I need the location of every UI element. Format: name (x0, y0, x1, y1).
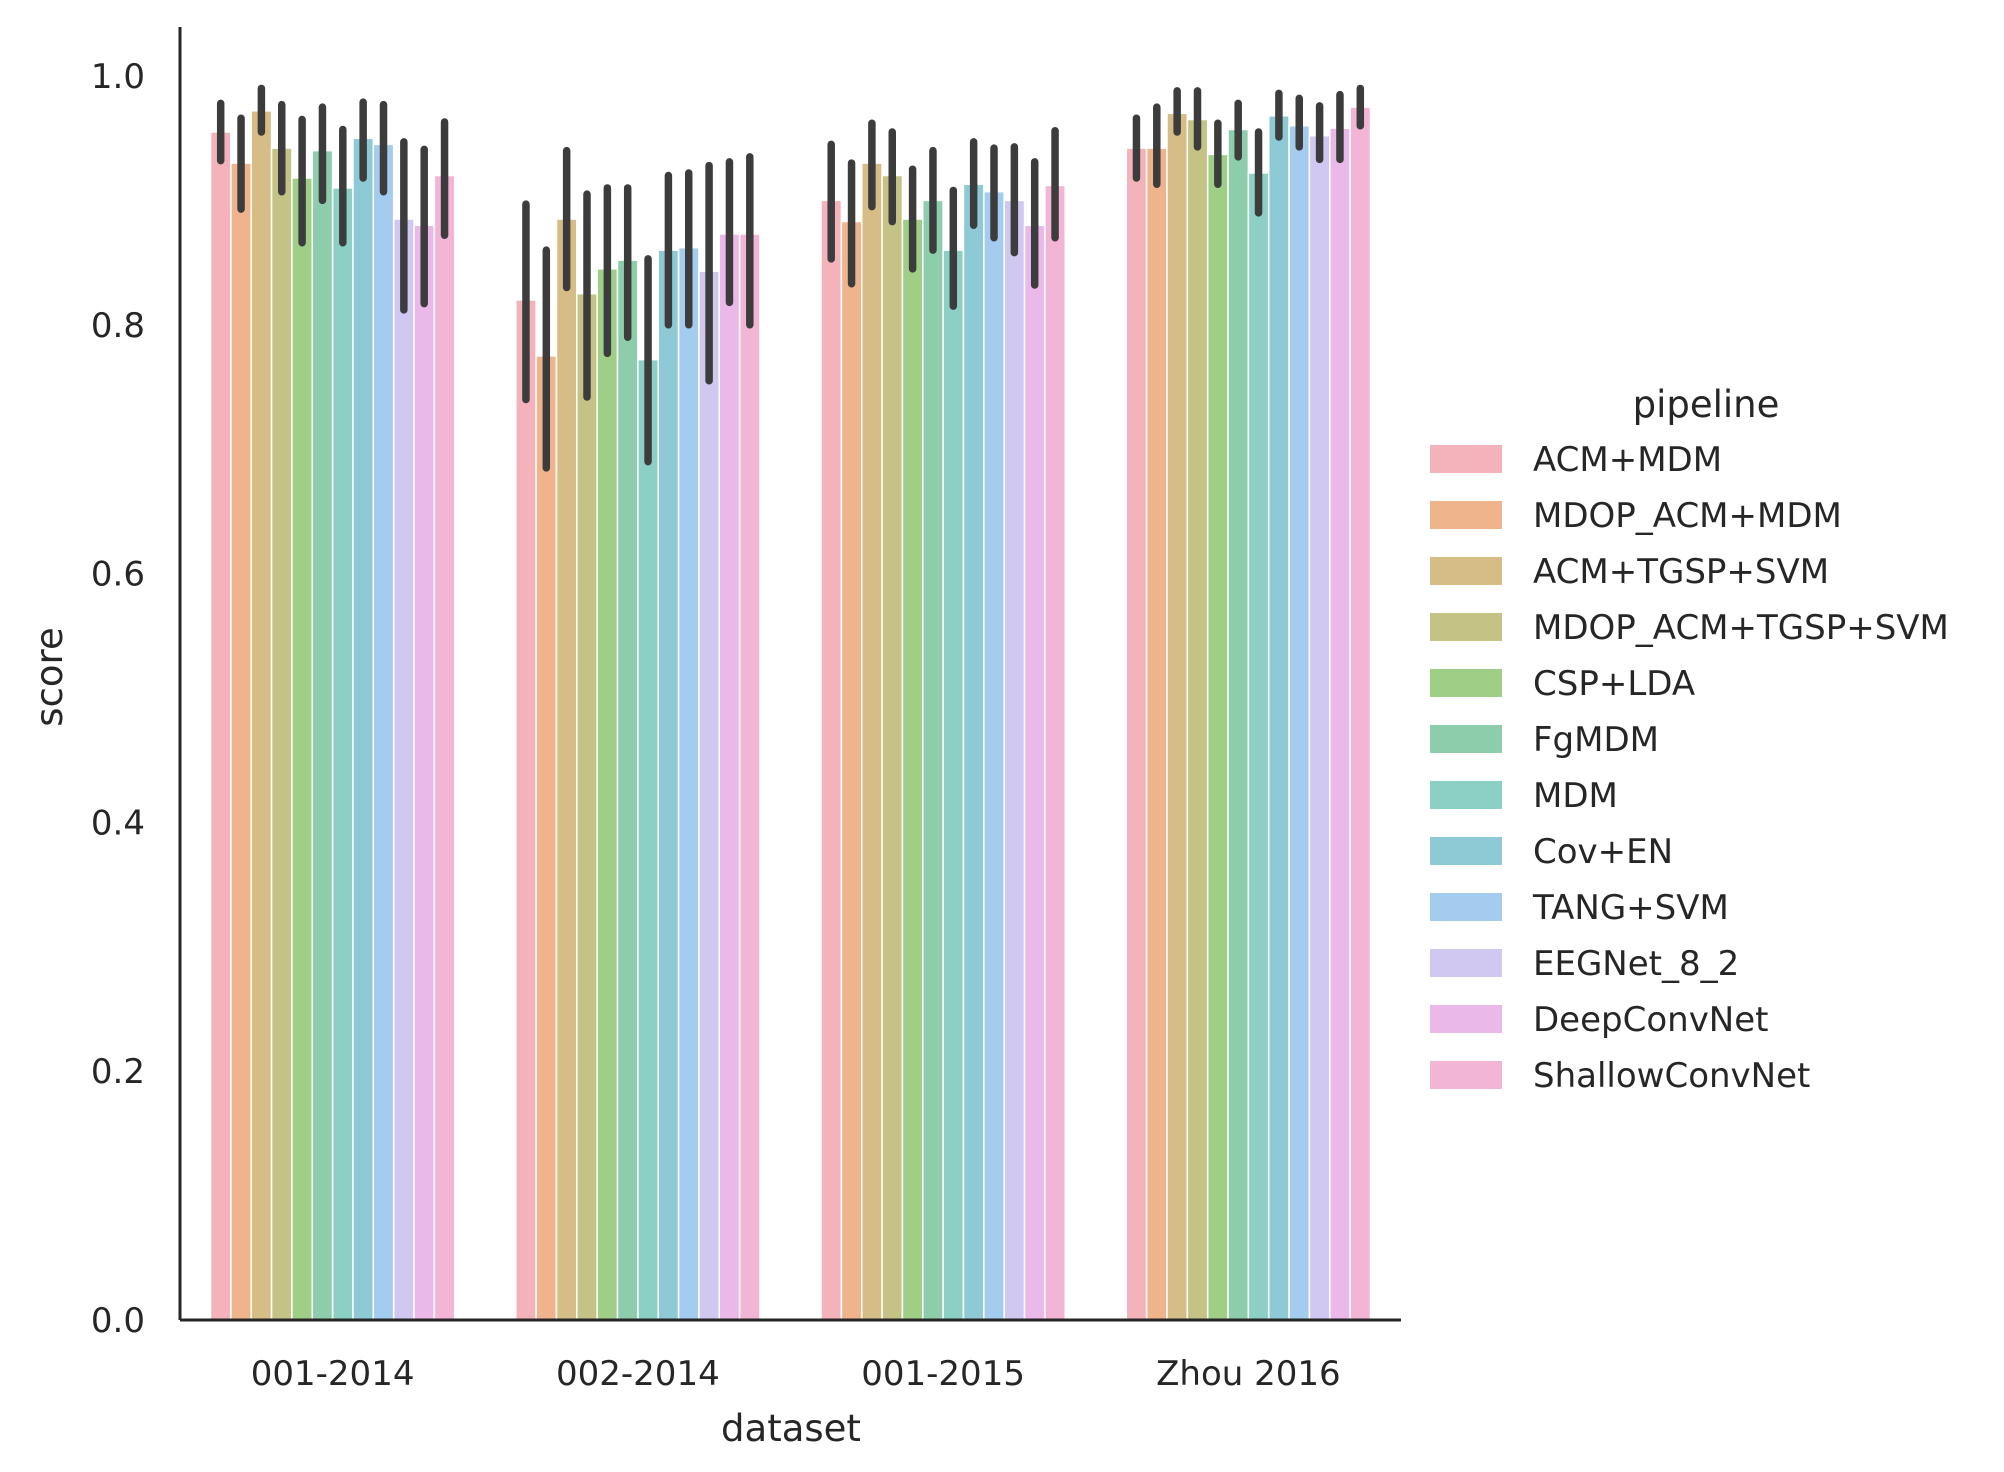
legend-swatch (1430, 1005, 1502, 1033)
legend-swatch (1430, 781, 1502, 809)
bar (1349, 106, 1372, 1321)
bar (901, 218, 924, 1321)
x-tick-label: 002-2014 (556, 1354, 720, 1394)
legend-swatch (1430, 557, 1502, 585)
y-axis-label: score (28, 627, 71, 726)
legend-swatch (1430, 725, 1502, 753)
bar (1166, 112, 1189, 1321)
bar (1329, 127, 1351, 1321)
legend-label: MDOP_ACM+MDM (1533, 496, 1842, 536)
bar (860, 162, 883, 1321)
y-tick-label: 0.4 (91, 803, 145, 843)
bar (881, 174, 904, 1321)
bar (555, 218, 578, 1321)
bar (291, 177, 314, 1321)
legend-swatch (1430, 669, 1502, 697)
error-bar-group (216, 84, 1365, 472)
bar (698, 270, 721, 1321)
legend-swatch (1430, 1061, 1502, 1089)
y-tick-label: 0.6 (91, 555, 145, 595)
bar (270, 147, 293, 1321)
x-tick-label: 001-2014 (251, 1354, 415, 1394)
legend-label: ShallowConvNet (1533, 1056, 1810, 1096)
bar (1227, 128, 1250, 1321)
bar (515, 299, 537, 1321)
bar (372, 143, 395, 1321)
x-axis-label: dataset (721, 1407, 861, 1450)
legend-swatch (1430, 837, 1502, 865)
bar (535, 355, 558, 1321)
legend-label: ACM+MDM (1533, 440, 1722, 480)
bar (250, 110, 273, 1321)
legend-label: ACM+TGSP+SVM (1533, 552, 1829, 592)
bar (1044, 184, 1066, 1321)
bar (820, 199, 843, 1321)
y-tick-labels: 0.0 0.2 0.4 0.6 0.8 1.0 (91, 57, 145, 1341)
bar (983, 190, 1005, 1321)
legend-label: DeepConvNet (1533, 1000, 1769, 1040)
bar (596, 268, 619, 1321)
axes (178, 27, 1401, 1322)
legend-swatch (1430, 501, 1502, 529)
bar (718, 233, 741, 1321)
bar (576, 292, 598, 1321)
legend-swatch (1430, 893, 1502, 921)
legend-swatch (1430, 613, 1502, 641)
bar (1206, 153, 1229, 1321)
bar (1125, 147, 1148, 1321)
y-tick-label: 1.0 (91, 57, 145, 97)
y-tick-label: 0.8 (91, 306, 145, 346)
bar (311, 149, 334, 1321)
bar (1247, 172, 1270, 1321)
legend: pipeline ACM+MDM MDOP_ACM+MDM ACM+TGSP+SVM… (1430, 383, 1949, 1096)
bar (1003, 199, 1026, 1321)
bar (962, 183, 985, 1321)
legend-swatch (1430, 949, 1502, 977)
x-tick-label: Zhou 2016 (1156, 1354, 1341, 1394)
y-tick-label: 0.0 (91, 1301, 145, 1341)
bar (637, 358, 659, 1321)
bar (840, 220, 863, 1321)
legend-label: EEGNet_8_2 (1533, 944, 1739, 984)
bar (1023, 224, 1046, 1321)
bar (616, 259, 639, 1321)
bar (922, 199, 944, 1321)
bar (942, 249, 965, 1321)
bar (433, 174, 456, 1321)
bar (392, 218, 415, 1321)
legend-label: MDM (1533, 776, 1618, 816)
bar (1308, 134, 1331, 1321)
bar (209, 131, 232, 1321)
bar (230, 162, 252, 1321)
legend-label: FgMDM (1533, 720, 1659, 760)
bar (677, 246, 700, 1321)
bar-series-group (209, 106, 1372, 1321)
bar (738, 233, 761, 1321)
y-tick-label: 0.2 (91, 1052, 145, 1092)
bar (413, 224, 436, 1321)
x-tick-labels: 001-2014 002-2014 001-2015 Zhou 2016 (251, 1354, 1341, 1394)
x-tick-label: 001-2015 (861, 1354, 1025, 1394)
legend-label: Cov+EN (1533, 832, 1673, 872)
bar (657, 249, 680, 1321)
bar (1267, 115, 1290, 1321)
bar (1186, 118, 1209, 1321)
legend-title: pipeline (1633, 383, 1780, 426)
bar (331, 187, 354, 1321)
bar (1145, 147, 1168, 1321)
bar (352, 137, 375, 1321)
legend-swatch (1430, 445, 1502, 473)
bar (1288, 125, 1311, 1321)
legend-label: MDOP_ACM+TGSP+SVM (1533, 608, 1949, 648)
legend-label: TANG+SVM (1532, 888, 1729, 928)
legend-label: CSP+LDA (1533, 664, 1695, 704)
